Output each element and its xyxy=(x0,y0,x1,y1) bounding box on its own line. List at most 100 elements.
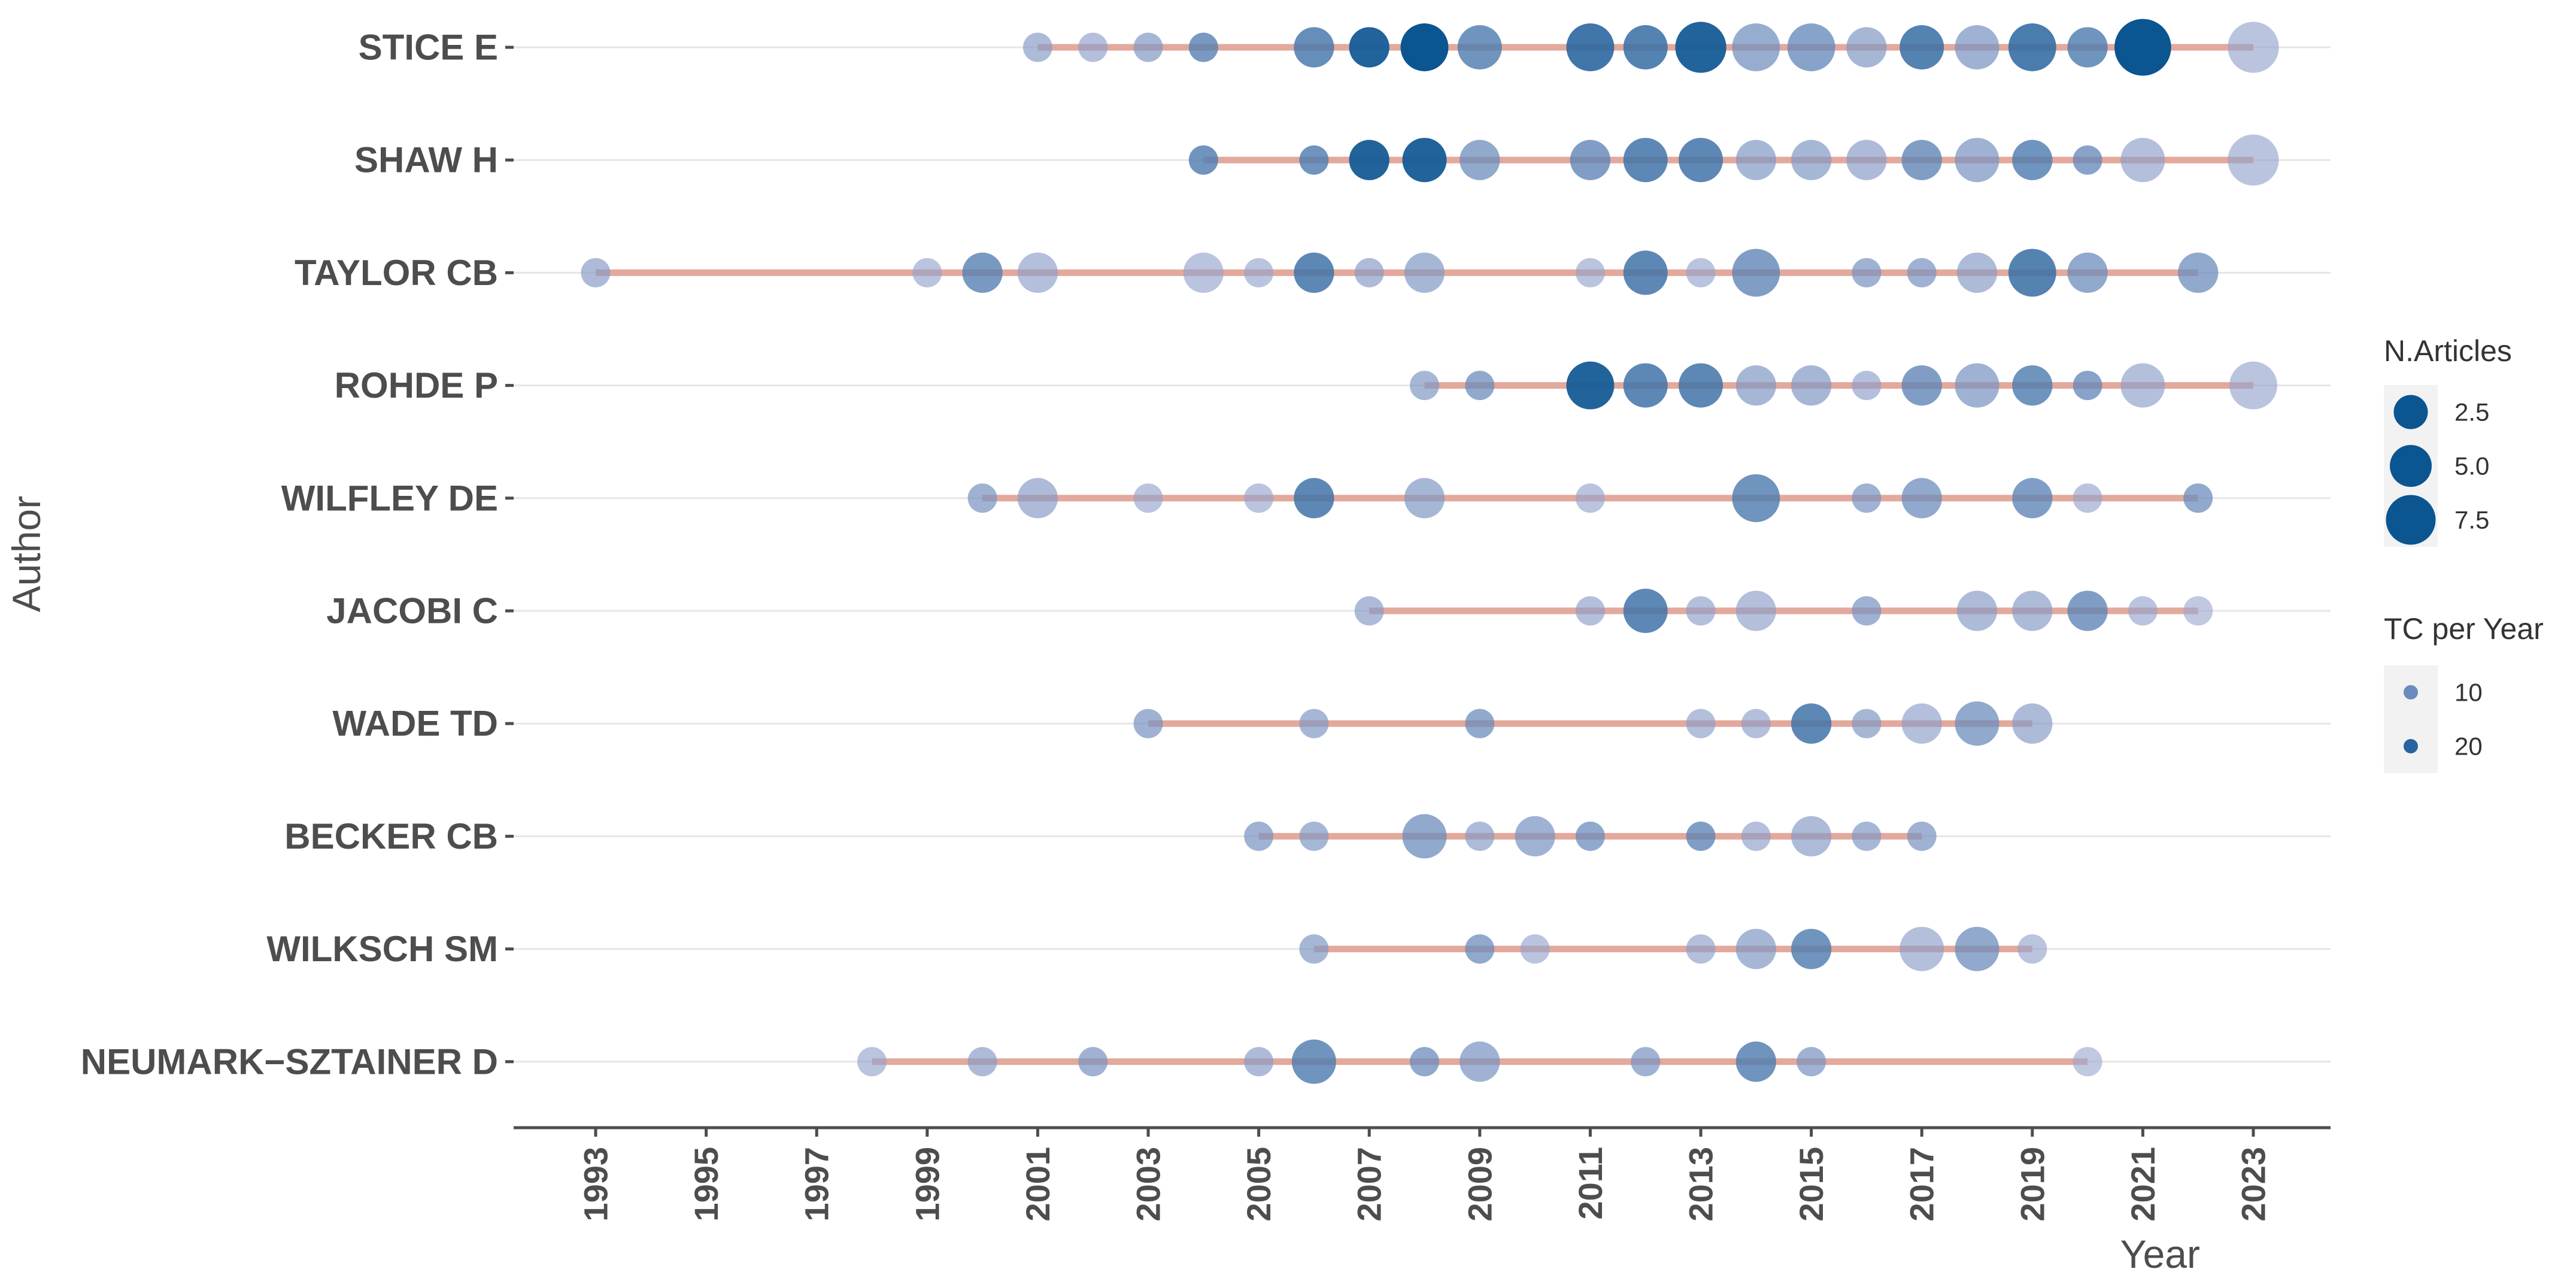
data-point xyxy=(1404,252,1445,293)
data-point xyxy=(1852,596,1882,626)
data-point xyxy=(1299,708,1329,738)
data-point xyxy=(1900,926,1944,971)
color-legend-title: TC per Year xyxy=(2384,612,2544,646)
data-point xyxy=(1133,708,1163,738)
color-legend-swatch xyxy=(2404,739,2418,753)
data-point xyxy=(1679,138,1723,183)
data-point xyxy=(2228,134,2279,186)
size-legend-label: 2.5 xyxy=(2454,398,2489,426)
author-label: WILKSCH SM xyxy=(266,929,498,969)
data-point xyxy=(1299,821,1329,851)
data-point xyxy=(1686,596,1716,626)
x-tick-label: 2013 xyxy=(1682,1147,1720,1222)
author-label: TAYLOR CB xyxy=(295,253,498,293)
data-point xyxy=(1133,483,1163,513)
data-point xyxy=(1520,934,1550,964)
data-point xyxy=(1244,483,1274,513)
data-point xyxy=(2008,249,2056,297)
size-legend-swatch xyxy=(2386,495,2436,545)
data-point xyxy=(1078,32,1108,62)
data-point xyxy=(1575,483,1605,513)
data-points xyxy=(581,19,2279,1084)
data-point xyxy=(1852,708,1882,738)
data-point xyxy=(2008,23,2056,71)
y-axis-labels: STICE E SHAW H TAYLOR CB ROHDE P WILFLEY DE J… xyxy=(81,28,514,1082)
x-tick-label: 1997 xyxy=(798,1147,836,1222)
data-point xyxy=(1623,363,1668,408)
data-point xyxy=(1901,365,1942,406)
data-point xyxy=(1244,258,1274,287)
data-point xyxy=(2067,252,2108,293)
color-legend-label: 10 xyxy=(2454,679,2483,707)
data-point xyxy=(1741,708,1771,738)
data-point xyxy=(2012,365,2053,406)
data-point xyxy=(1732,249,1780,297)
data-point xyxy=(1955,138,1999,183)
data-point xyxy=(1675,22,1727,73)
data-point xyxy=(2229,361,2277,410)
data-point xyxy=(2183,596,2213,626)
size-legend-title: N.Articles xyxy=(2384,334,2512,368)
data-point xyxy=(2067,590,2108,631)
data-point xyxy=(1410,371,1439,401)
data-point xyxy=(1465,708,1495,738)
x-tick-label: 2011 xyxy=(1571,1147,1609,1220)
x-tick-label: 1995 xyxy=(687,1147,725,1222)
x-tick-label: 1993 xyxy=(577,1147,615,1222)
data-point xyxy=(1955,363,1999,408)
data-point xyxy=(2128,596,2158,626)
x-tick-label: 2019 xyxy=(2013,1147,2051,1222)
author-label: BECKER CB xyxy=(284,816,498,856)
data-point xyxy=(1732,23,1780,71)
data-point xyxy=(2012,140,2053,180)
data-point xyxy=(2067,27,2108,68)
author-label: WILFLEY DE xyxy=(281,478,498,518)
timeline-lines xyxy=(596,44,2253,1065)
data-point xyxy=(1188,32,1218,62)
data-point xyxy=(2120,138,2165,183)
data-point xyxy=(1244,1047,1274,1077)
data-point xyxy=(1955,926,1999,971)
data-point xyxy=(581,258,611,287)
author-label: NEUMARK−SZTAINER D xyxy=(81,1041,498,1082)
data-point xyxy=(967,483,997,513)
data-point xyxy=(2178,252,2219,293)
data-point xyxy=(1017,252,1058,293)
data-point xyxy=(912,258,942,287)
x-tick-label: 2005 xyxy=(1240,1147,1278,1222)
data-point xyxy=(1570,140,1611,180)
size-legend-swatch xyxy=(2393,395,2428,429)
data-point xyxy=(1017,478,1058,519)
size-legend: 2.5 5.0 7.5 xyxy=(2384,385,2489,547)
data-point xyxy=(1735,1041,1776,1082)
data-point xyxy=(1631,1047,1661,1077)
data-point xyxy=(1791,928,1832,970)
author-label: JACOBI C xyxy=(326,591,498,631)
data-point xyxy=(2073,371,2102,401)
size-legend-label: 7.5 xyxy=(2454,506,2489,534)
author-label: WADE TD xyxy=(332,704,498,744)
data-point xyxy=(1566,361,1615,410)
data-point xyxy=(1623,589,1668,633)
data-point xyxy=(1732,474,1780,522)
size-legend-swatch xyxy=(2390,445,2432,487)
data-point xyxy=(967,1047,997,1077)
data-point xyxy=(1797,1047,1826,1077)
data-point xyxy=(1575,596,1605,626)
data-point xyxy=(1354,596,1384,626)
data-point xyxy=(1294,478,1334,519)
data-point xyxy=(2073,1047,2102,1077)
data-point xyxy=(1623,138,1668,183)
data-point xyxy=(1791,816,1832,857)
data-point xyxy=(1188,145,1218,175)
data-point xyxy=(1787,23,1835,71)
data-point xyxy=(857,1047,887,1077)
data-point xyxy=(1846,27,1887,68)
data-point xyxy=(1686,708,1716,738)
x-axis-title: Year xyxy=(2120,1232,2200,1276)
data-point xyxy=(1575,821,1605,851)
data-point xyxy=(962,252,1003,293)
author-label: STICE E xyxy=(359,28,498,68)
data-point xyxy=(1846,140,1887,180)
